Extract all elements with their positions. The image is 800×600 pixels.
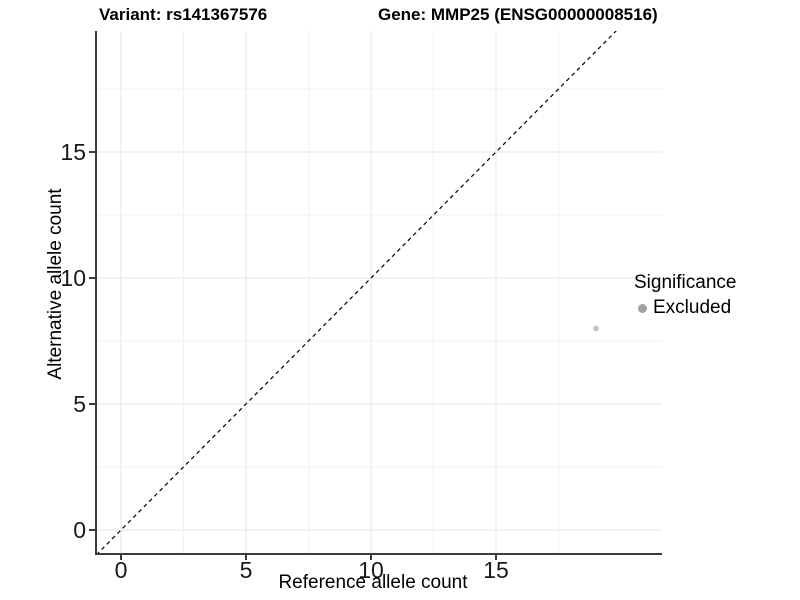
plot-title-gene: Gene: MMP25 (ENSG00000008516)	[378, 5, 658, 24]
y-axis-tick	[89, 403, 96, 405]
y-axis-line	[95, 31, 97, 555]
y-axis-tick	[89, 151, 96, 153]
legend-entry-label: Excluded	[653, 297, 732, 318]
y-tick-label: 5	[73, 391, 86, 417]
y-tick-label: 15	[60, 139, 86, 165]
y-axis-tick	[89, 529, 96, 531]
x-axis-tick	[370, 554, 372, 560]
y-axis-title: Alternative allele count	[45, 188, 66, 380]
plot-panel	[96, 31, 662, 553]
x-tick-label: 0	[114, 557, 128, 583]
x-tick-label: 15	[483, 557, 509, 583]
legend-title: Significance	[634, 272, 737, 293]
x-axis-tick	[245, 554, 247, 560]
x-axis-tick	[120, 554, 122, 560]
x-axis-line	[95, 553, 662, 555]
plot-title-variant: Variant: rs141367576	[99, 5, 268, 24]
legend-entry-excluded: Excluded	[634, 297, 736, 319]
y-tick-label: 0	[73, 517, 86, 543]
x-tick-label: 5	[239, 557, 253, 583]
identity-reference-line	[97, 31, 617, 553]
y-tick-label: 10	[60, 265, 86, 291]
x-tick-label: 10	[358, 557, 384, 583]
x-axis-title: Reference allele count	[278, 572, 468, 593]
legend-key-dot-icon	[638, 303, 647, 313]
legend: Significance Excluded	[634, 272, 736, 319]
x-axis-tick	[495, 554, 497, 560]
data-point	[593, 325, 599, 332]
y-axis-tick	[89, 277, 96, 279]
